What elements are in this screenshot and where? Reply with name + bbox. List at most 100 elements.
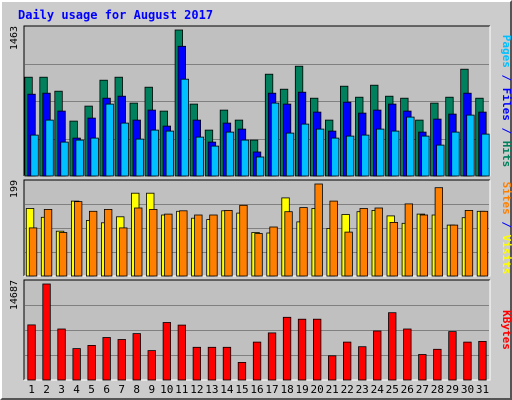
- plot-border-dark: [23, 279, 490, 380]
- bar-sites-day-28: [434, 187, 444, 277]
- legend-text: Sites: [500, 182, 512, 215]
- x-tick-label: 5: [88, 383, 95, 396]
- bar-pages-day-13: [210, 145, 220, 177]
- bar-pages-day-7: [120, 122, 129, 177]
- x-tick-label: 20: [310, 383, 323, 396]
- bar-kbytes-day-24: [373, 330, 382, 381]
- bar-sites-day-3: [58, 232, 68, 277]
- bar-sites-day-4: [74, 201, 83, 277]
- plot-border-dark: [23, 179, 490, 276]
- x-tick-label: 11: [175, 383, 188, 396]
- x-tick-label: 1: [28, 383, 35, 396]
- x-tick-label: 23: [356, 383, 369, 396]
- bar-kbytes-day-19: [297, 318, 307, 381]
- x-tick-label: 21: [326, 383, 339, 396]
- x-tick-label: 6: [103, 383, 110, 396]
- panel-legend-label: Sites / Visits: [500, 182, 512, 275]
- bar-sites-day-13: [209, 214, 218, 277]
- bar-pages-day-27: [421, 135, 430, 177]
- x-tick-label: 25: [386, 383, 399, 396]
- bar-pages-day-26: [406, 116, 415, 177]
- bar-pages-day-12: [195, 136, 205, 177]
- bar-pages-day-5: [90, 137, 99, 177]
- x-tick-label: 7: [118, 383, 125, 396]
- bar-sites-day-18: [284, 211, 293, 277]
- bar-sites-day-6: [104, 208, 113, 277]
- plot-border-dark: [23, 25, 490, 176]
- bar-sites-day-31: [479, 210, 489, 277]
- bar-pages-day-30: [466, 114, 475, 177]
- x-tick-label: 16: [250, 383, 263, 396]
- bar-pages-day-14: [225, 131, 235, 177]
- bar-kbytes-day-29: [448, 331, 457, 381]
- bar-pages-day-8: [135, 138, 144, 177]
- x-tick-label: 26: [401, 383, 414, 396]
- bar-pages-day-17: [270, 102, 280, 177]
- bar-kbytes-day-6: [102, 337, 111, 381]
- bar-sites-day-27: [419, 214, 429, 277]
- x-tick-label: 31: [476, 383, 489, 396]
- legend-text: Files: [500, 88, 512, 121]
- x-tick-label: 9: [148, 383, 155, 396]
- bar-sites-day-15: [239, 204, 248, 277]
- chart-panel-1: 1463 Pages / Files / Hits: [9, 25, 512, 177]
- x-tick-label: 24: [371, 383, 385, 396]
- bar-kbytes-day-7: [117, 339, 126, 381]
- bar-kbytes-day-13: [207, 346, 217, 381]
- x-tick-label: 17: [265, 383, 278, 396]
- legend-text: /: [500, 68, 512, 88]
- x-tick-label: 3: [58, 383, 65, 396]
- bar-pages-day-22: [345, 135, 355, 177]
- bar-kbytes-day-14: [222, 346, 232, 381]
- bar-sites-day-7: [119, 227, 128, 277]
- bar-kbytes-day-20: [312, 318, 322, 381]
- bar-sites-day-9: [149, 208, 158, 277]
- bar-sites-day-19: [299, 207, 308, 277]
- x-tick-label: 15: [235, 383, 248, 396]
- bar-kbytes-day-23: [358, 346, 367, 381]
- bar-pages-day-21: [330, 137, 340, 177]
- x-tick-label: 29: [446, 383, 459, 396]
- legend-text: /: [500, 215, 512, 235]
- panel-legend-label: KBytes: [500, 310, 512, 350]
- bar-pages-day-11: [180, 78, 190, 177]
- bar-kbytes-day-5: [87, 344, 96, 381]
- bar-sites-day-17: [269, 226, 278, 277]
- bar-sites-day-23: [359, 208, 368, 277]
- bar-pages-day-25: [391, 130, 400, 177]
- bar-sites-day-14: [224, 209, 233, 277]
- x-tick-label: 22: [341, 383, 354, 396]
- bar-kbytes-day-28: [433, 348, 442, 381]
- bar-kbytes-day-26: [403, 328, 412, 381]
- bar-sites-day-1: [28, 227, 38, 277]
- y-max-label: 199: [9, 180, 20, 198]
- bar-pages-day-4: [75, 139, 84, 177]
- bar-pages-day-2: [45, 119, 54, 177]
- legend-text: KBytes: [500, 310, 512, 350]
- chart-panels: 1463 Pages / Files / Hits 199 Sites / Visit…: [9, 25, 512, 381]
- bar-kbytes-day-15: [237, 361, 247, 381]
- bar-sites-day-22: [344, 231, 353, 277]
- bar-kbytes-day-12: [192, 346, 202, 381]
- x-axis-tick-labels: 1 2 3 4 5 6 7 8 9 10 11 12 13 14 15 16 17 18 19 20 21 22 23 24 2…: [28, 383, 489, 396]
- x-tick-label: 4: [73, 383, 80, 396]
- bar-pages-day-20: [315, 128, 325, 177]
- x-tick-label: 12: [190, 383, 203, 396]
- x-tick-label: 27: [416, 383, 429, 396]
- chart-panel-2: 199 Sites / Visits: [9, 179, 512, 277]
- bar-kbytes-day-10: [162, 322, 172, 381]
- bar-sites-day-8: [134, 207, 143, 277]
- bar-kbytes-day-4: [72, 348, 81, 381]
- bar-kbytes-day-17: [267, 332, 277, 381]
- bar-kbytes-day-3: [57, 328, 66, 381]
- bar-pages-day-28: [436, 144, 445, 177]
- bar-kbytes-day-2: [42, 283, 51, 381]
- bar-pages-day-16: [255, 156, 265, 177]
- bar-sites-day-21: [329, 200, 338, 277]
- x-tick-label: 8: [133, 383, 140, 396]
- bar-kbytes-day-21: [327, 355, 337, 381]
- bar-pages-day-10: [165, 130, 175, 177]
- panel-legend-label: Pages / Files / Hits: [500, 35, 512, 168]
- bar-kbytes-day-25: [388, 312, 397, 381]
